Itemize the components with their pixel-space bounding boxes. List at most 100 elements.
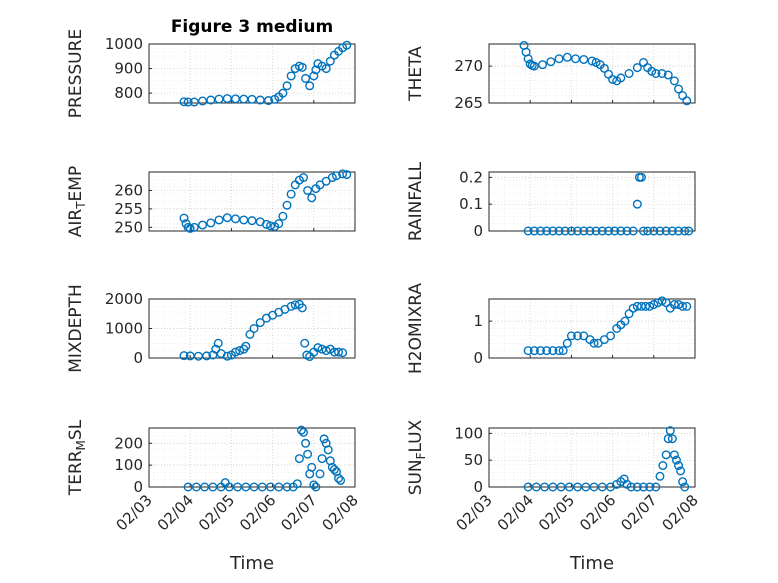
- data-point: [676, 466, 686, 476]
- data-point: [286, 189, 296, 199]
- axes-box: [148, 171, 356, 232]
- x-tick-label: 02/04: [154, 491, 197, 534]
- data-point: [189, 97, 199, 107]
- plot-area: [148, 427, 356, 488]
- y-axis-label: PRESSURE: [66, 29, 86, 118]
- data-point: [338, 348, 348, 358]
- data-point: [336, 475, 346, 485]
- plot-area: [488, 427, 696, 488]
- data-point: [651, 68, 661, 78]
- data-point: [674, 461, 684, 471]
- y-tick-label: 250: [114, 218, 143, 236]
- data-point: [628, 303, 638, 313]
- x-tick-label: 02/05: [535, 491, 578, 534]
- data-point: [179, 97, 189, 107]
- data-point: [597, 226, 607, 236]
- data-point: [536, 346, 546, 356]
- data-point: [680, 482, 690, 492]
- data-point: [632, 482, 642, 492]
- data-point: [282, 200, 292, 210]
- x-tick-label: 02/05: [195, 491, 238, 534]
- x-tick-label: 02/03: [113, 491, 156, 534]
- data-point: [323, 445, 333, 455]
- data-point: [331, 171, 341, 181]
- data-point: [571, 54, 581, 64]
- y-tick-label: 0: [473, 349, 483, 367]
- data-point: [566, 226, 576, 236]
- data-point: [241, 341, 251, 351]
- y-tick-label: 255: [114, 200, 143, 218]
- data-point: [546, 57, 556, 67]
- data-point: [628, 226, 638, 236]
- data-point: [663, 434, 673, 444]
- data-point: [198, 96, 208, 106]
- data-point: [263, 96, 273, 106]
- data-point: [562, 52, 572, 62]
- data-point: [300, 338, 310, 348]
- data-point: [255, 318, 265, 328]
- x-tick-label: 02/08: [319, 491, 362, 534]
- data-point: [616, 226, 626, 236]
- data-point: [643, 226, 653, 236]
- data-point: [305, 81, 315, 91]
- x-tick-label: 02/06: [576, 491, 619, 534]
- data-point: [669, 300, 679, 310]
- y-axis-label: TERRMSL: [66, 419, 88, 496]
- data-point: [261, 219, 271, 229]
- data-point: [529, 61, 539, 71]
- data-point: [655, 471, 665, 481]
- data-point: [327, 173, 337, 183]
- data-point: [523, 346, 533, 356]
- subplot-theta: 265 270 THETA: [406, 40, 696, 112]
- data-point: [560, 226, 570, 236]
- y-tick-label: 200: [114, 434, 143, 452]
- data-point: [329, 465, 339, 475]
- axes-box: [488, 427, 696, 488]
- plot-area: [488, 171, 696, 232]
- data-point: [278, 211, 288, 221]
- y-tick-label: 50: [464, 451, 483, 469]
- data-point: [319, 434, 329, 444]
- x-tick-label: 02/08: [659, 491, 702, 534]
- data-point: [645, 301, 655, 311]
- data-point: [307, 193, 317, 203]
- data-point: [342, 40, 352, 50]
- data-point: [321, 346, 331, 356]
- subplot-h2omixra: 0 1 H2OMIXRA: [406, 283, 696, 374]
- plot-area: [488, 298, 696, 359]
- data-point: [239, 215, 249, 225]
- axes-box: [148, 427, 356, 488]
- data-point: [542, 346, 552, 356]
- x-tick-label: 02/04: [494, 491, 537, 534]
- y-axis-label: AIRTEMP: [66, 166, 88, 237]
- data-point: [669, 450, 679, 460]
- data-point: [603, 226, 613, 236]
- data-point: [645, 482, 655, 492]
- y-axis-label: THETA: [406, 46, 426, 102]
- data-point: [266, 221, 276, 231]
- data-point: [313, 343, 323, 353]
- data-point: [301, 73, 311, 83]
- data-point: [317, 454, 327, 464]
- data-point: [649, 300, 659, 310]
- data-point: [680, 226, 690, 236]
- data-point: [587, 56, 597, 66]
- data-point: [651, 482, 661, 492]
- data-point: [667, 434, 677, 444]
- data-point: [616, 73, 626, 83]
- data-point: [214, 215, 224, 225]
- data-point: [325, 56, 335, 66]
- x-tick-label: 02/07: [617, 491, 660, 534]
- x-axis-label: Time: [229, 553, 274, 574]
- data-point: [523, 54, 533, 64]
- axes-box: [488, 298, 696, 359]
- data-point: [671, 455, 681, 465]
- data-point: [206, 95, 216, 105]
- y-axis-label: SUNFLUX: [406, 419, 428, 495]
- data-point: [608, 74, 618, 84]
- data-point: [299, 173, 309, 183]
- data-point: [278, 88, 288, 98]
- y-axis-label: RAINFALL: [406, 161, 426, 241]
- data-point: [297, 303, 307, 313]
